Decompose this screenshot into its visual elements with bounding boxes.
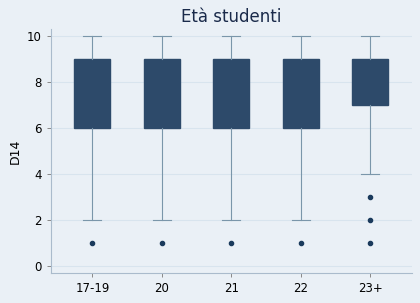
PathPatch shape — [352, 59, 388, 105]
PathPatch shape — [144, 59, 180, 128]
PathPatch shape — [283, 59, 319, 128]
Y-axis label: D14: D14 — [8, 138, 21, 164]
PathPatch shape — [74, 59, 110, 128]
Title: Età studenti: Età studenti — [181, 8, 281, 26]
PathPatch shape — [213, 59, 249, 128]
